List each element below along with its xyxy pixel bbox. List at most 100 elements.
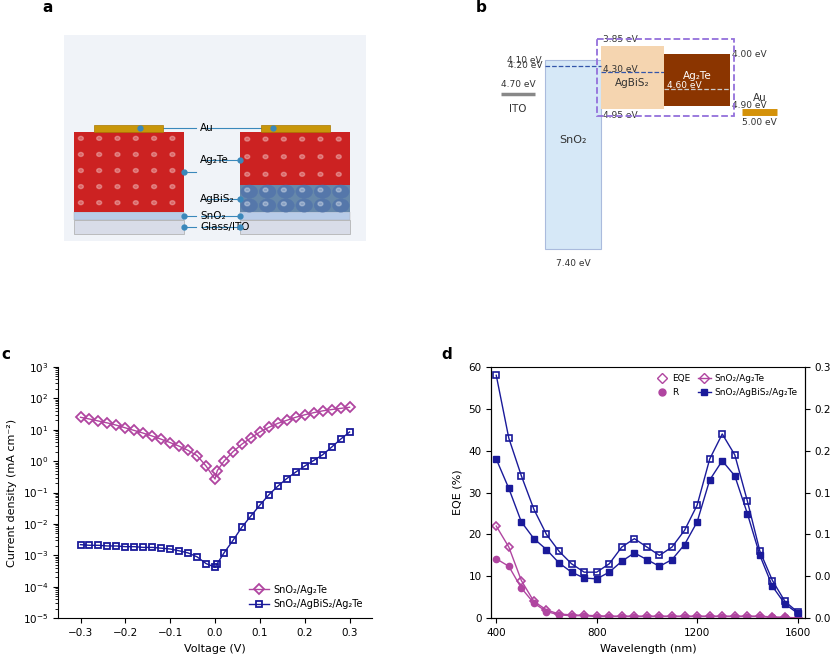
Text: Ag₂Te: Ag₂Te bbox=[200, 155, 229, 165]
Circle shape bbox=[75, 149, 91, 163]
SnO₂/AgBiS₂/Ag₂Te bbox=[165, 545, 175, 553]
Circle shape bbox=[315, 134, 331, 147]
SnO₂/Ag₂Te bbox=[300, 411, 310, 419]
Legend: EQE, R, SnO₂/Ag₂Te, SnO₂/AgBiS₂/Ag₂Te: EQE, R, SnO₂/Ag₂Te, SnO₂/AgBiS₂/Ag₂Te bbox=[652, 372, 801, 399]
Circle shape bbox=[78, 153, 83, 157]
SnO₂/AgBiS₂/Ag₂Te bbox=[282, 474, 292, 482]
Circle shape bbox=[241, 169, 257, 183]
Circle shape bbox=[259, 169, 276, 183]
Text: SnO₂: SnO₂ bbox=[200, 211, 226, 221]
Text: 4.60 eV: 4.60 eV bbox=[667, 81, 701, 90]
SnO₂/Ag₂Te bbox=[156, 435, 166, 444]
Circle shape bbox=[115, 136, 120, 140]
Circle shape bbox=[75, 165, 91, 179]
Circle shape bbox=[93, 181, 110, 195]
Circle shape bbox=[296, 199, 313, 212]
Circle shape bbox=[115, 185, 120, 189]
Circle shape bbox=[115, 169, 120, 173]
SnO₂/Ag₂Te bbox=[219, 457, 229, 465]
SnO₂/Ag₂Te bbox=[327, 405, 337, 413]
Circle shape bbox=[263, 188, 268, 192]
Circle shape bbox=[281, 137, 286, 141]
Circle shape bbox=[148, 133, 164, 146]
Text: Au: Au bbox=[200, 124, 214, 134]
Text: AgBiS₂: AgBiS₂ bbox=[200, 194, 235, 204]
Circle shape bbox=[336, 155, 341, 159]
Text: d: d bbox=[441, 347, 452, 362]
SnO₂/AgBiS₂/Ag₂Te bbox=[111, 542, 121, 550]
Text: ITO: ITO bbox=[509, 104, 527, 114]
Circle shape bbox=[75, 198, 91, 211]
SnO₂/Ag₂Te bbox=[147, 432, 157, 440]
Circle shape bbox=[166, 149, 183, 163]
Bar bbox=[261, 125, 330, 132]
SnO₂/Ag₂Te bbox=[212, 466, 222, 474]
SnO₂/AgBiS₂/Ag₂Te bbox=[300, 462, 310, 470]
Circle shape bbox=[333, 152, 349, 165]
SnO₂/AgBiS₂/Ag₂Te bbox=[318, 451, 328, 459]
Text: SnO₂: SnO₂ bbox=[559, 135, 587, 145]
Circle shape bbox=[259, 134, 276, 147]
Circle shape bbox=[245, 202, 250, 206]
SnO₂/Ag₂Te bbox=[201, 462, 211, 470]
Circle shape bbox=[315, 152, 331, 165]
SnO₂/AgBiS₂/Ag₂Te bbox=[273, 482, 283, 490]
Text: 5.00 eV: 5.00 eV bbox=[742, 118, 777, 128]
Legend: SnO₂/Ag₂Te, SnO₂/AgBiS₂/Ag₂Te: SnO₂/Ag₂Te, SnO₂/AgBiS₂/Ag₂Te bbox=[246, 581, 367, 614]
Circle shape bbox=[296, 185, 313, 198]
SnO₂/AgBiS₂/Ag₂Te bbox=[344, 428, 354, 436]
SnO₂/Ag₂Te bbox=[165, 439, 175, 447]
SnO₂/AgBiS₂/Ag₂Te bbox=[290, 468, 300, 476]
SnO₂/Ag₂Te bbox=[282, 416, 292, 424]
Circle shape bbox=[134, 136, 139, 140]
SnO₂/Ag₂Te bbox=[94, 417, 104, 425]
Circle shape bbox=[75, 133, 91, 146]
Circle shape bbox=[281, 155, 286, 159]
Circle shape bbox=[336, 172, 341, 176]
SnO₂/AgBiS₂/Ag₂Te bbox=[210, 563, 220, 571]
Circle shape bbox=[115, 153, 120, 157]
Circle shape bbox=[148, 149, 164, 163]
SnO₂/AgBiS₂/Ag₂Te bbox=[237, 523, 247, 531]
SnO₂/AgBiS₂/Ag₂Te bbox=[147, 544, 157, 552]
Circle shape bbox=[300, 202, 305, 206]
SnO₂/AgBiS₂/Ag₂Te bbox=[129, 542, 139, 550]
Circle shape bbox=[96, 153, 101, 157]
Circle shape bbox=[300, 172, 305, 176]
Circle shape bbox=[148, 165, 164, 179]
SnO₂/Ag₂Te bbox=[129, 427, 139, 435]
Circle shape bbox=[129, 165, 146, 179]
SnO₂/AgBiS₂/Ag₂Te bbox=[102, 542, 112, 550]
Circle shape bbox=[281, 188, 286, 192]
Circle shape bbox=[333, 185, 349, 198]
Circle shape bbox=[111, 149, 128, 163]
Text: 4.70 eV: 4.70 eV bbox=[500, 80, 535, 89]
SnO₂/Ag₂Te bbox=[264, 423, 274, 431]
Circle shape bbox=[152, 201, 157, 205]
Circle shape bbox=[111, 133, 128, 146]
Circle shape bbox=[93, 198, 110, 211]
Circle shape bbox=[166, 165, 183, 179]
Line: SnO₂/Ag₂Te: SnO₂/Ag₂Te bbox=[77, 404, 353, 482]
Circle shape bbox=[263, 202, 268, 206]
Circle shape bbox=[148, 198, 164, 211]
SnO₂/Ag₂Te bbox=[237, 440, 247, 448]
Text: 4.20 eV: 4.20 eV bbox=[508, 61, 542, 71]
SnO₂/AgBiS₂/Ag₂Te bbox=[156, 544, 166, 552]
SnO₂/Ag₂Te bbox=[85, 415, 95, 423]
Bar bbox=[240, 185, 350, 212]
Circle shape bbox=[134, 169, 139, 173]
Text: 4.90 eV: 4.90 eV bbox=[732, 101, 767, 110]
Y-axis label: EQE (%): EQE (%) bbox=[453, 470, 463, 515]
Circle shape bbox=[259, 152, 276, 165]
Circle shape bbox=[148, 181, 164, 195]
Circle shape bbox=[96, 185, 101, 189]
Circle shape bbox=[166, 181, 183, 195]
Circle shape bbox=[96, 201, 101, 205]
Circle shape bbox=[170, 201, 175, 205]
Circle shape bbox=[75, 181, 91, 195]
SnO₂/Ag₂Te bbox=[344, 403, 354, 411]
Circle shape bbox=[277, 134, 295, 147]
Circle shape bbox=[277, 185, 295, 198]
SnO₂/AgBiS₂/Ag₂Te bbox=[76, 541, 85, 549]
